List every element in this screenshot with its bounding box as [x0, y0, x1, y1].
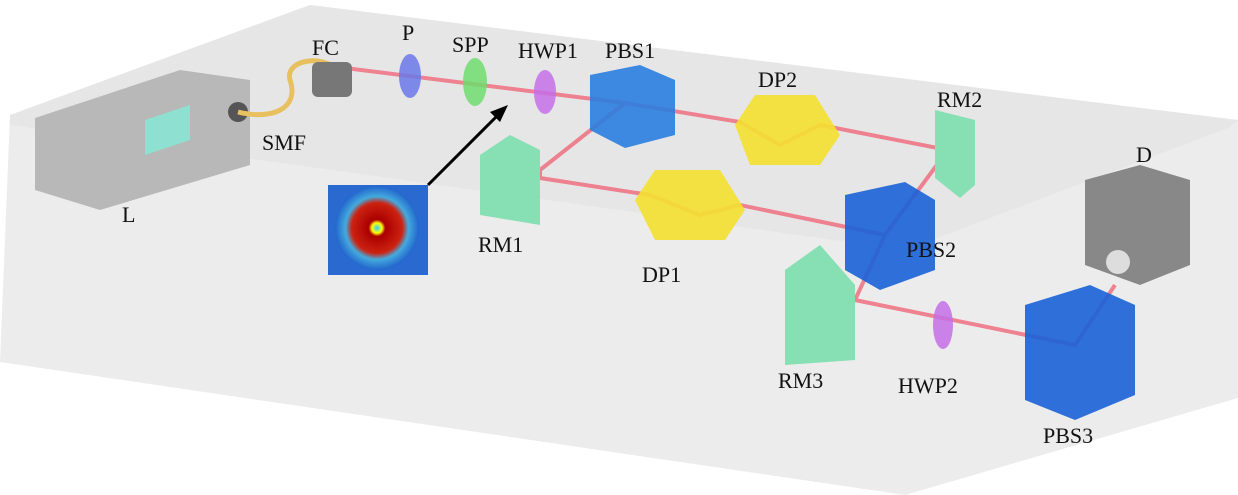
polarizer	[399, 54, 421, 98]
component-label: P	[402, 20, 414, 45]
component-label: L	[122, 202, 135, 227]
pbs1	[590, 65, 675, 148]
dp1	[635, 170, 745, 240]
inset-beam	[335, 186, 419, 270]
component-label: HWP2	[898, 373, 958, 398]
dp2	[735, 95, 840, 165]
component-label: RM3	[778, 368, 823, 393]
component-label: FC	[312, 35, 339, 60]
component-label: PBS1	[605, 38, 655, 63]
detector-window	[1106, 250, 1130, 274]
component-label: DP2	[758, 67, 797, 92]
component-label: D	[1136, 142, 1152, 167]
rm2	[935, 110, 975, 198]
hwp1	[534, 70, 556, 114]
pbs3	[1025, 285, 1135, 420]
component-label: HWP1	[518, 38, 578, 63]
rm3	[785, 245, 855, 365]
fiber	[237, 58, 337, 118]
hwp2	[933, 301, 953, 349]
component-label: PBS3	[1043, 423, 1093, 448]
fiber-coupler	[312, 62, 352, 97]
rm1	[480, 135, 540, 225]
component-label: RM2	[937, 87, 982, 112]
component-label: PBS2	[906, 237, 956, 262]
detector	[1085, 165, 1190, 285]
labels: L SMF FC P SPP HWP1 PBS1 DP2 RM2 D RM1 DP1 PBS2 RM3 HW…	[122, 20, 1152, 448]
component-label: DP1	[642, 262, 681, 287]
arrow	[426, 113, 500, 187]
spp	[463, 58, 487, 106]
component-label: SPP	[452, 32, 489, 57]
laser-display	[145, 105, 190, 155]
pbs2	[845, 182, 935, 290]
component-label: RM1	[478, 232, 523, 257]
component-label: SMF	[262, 130, 306, 155]
arrow-head	[490, 105, 508, 122]
laser	[35, 70, 250, 210]
